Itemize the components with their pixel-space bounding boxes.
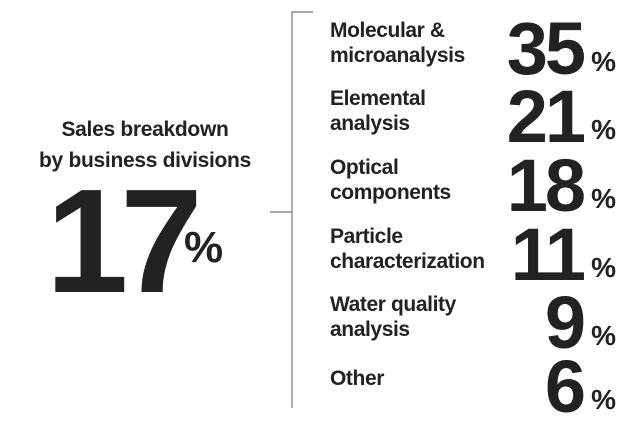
division-value: 6 (544, 345, 586, 428)
division-unit: % (591, 183, 616, 214)
division-row: Molecular & microanalysis 35% (330, 12, 619, 86)
label-line: analysis (330, 112, 410, 135)
summary-unit: % (184, 223, 224, 272)
bracket (270, 11, 313, 408)
label-line: Other (330, 367, 385, 390)
title-line: by business divisions (39, 149, 251, 172)
label-line: microanalysis (330, 44, 465, 67)
infographic: Sales breakdown by business divisions 17… (0, 11, 619, 424)
division-label: Molecular & microanalysis (330, 18, 465, 68)
division-unit: % (591, 114, 616, 145)
label-line: components (330, 181, 451, 204)
division-unit: % (591, 46, 616, 77)
division-label: Other (330, 366, 384, 391)
summary-title: Sales breakdown by business divisions (0, 114, 290, 176)
division-row: Optical components 18% (330, 149, 619, 223)
division-row: Other 6% (330, 350, 619, 424)
division-value: 18 (506, 144, 586, 227)
division-row: Particle characterization 11% (330, 218, 619, 292)
division-unit: % (591, 252, 616, 283)
label-line: Elemental (330, 87, 426, 110)
summary-value: 17 (46, 159, 203, 324)
label-line: Particle (330, 225, 403, 248)
label-line: analysis (330, 318, 410, 341)
division-label: Particle characterization (330, 224, 485, 274)
label-line: Water quality (330, 293, 456, 316)
title-line: Sales breakdown (61, 118, 229, 141)
division-value: 35 (506, 7, 586, 90)
label-line: Molecular & (330, 19, 445, 42)
division-label: Water quality analysis (330, 292, 456, 342)
label-line: Optical (330, 156, 399, 179)
division-value: 21 (506, 75, 586, 158)
division-row: Water quality analysis 9% (330, 286, 619, 360)
division-unit: % (591, 384, 616, 415)
label-line: characterization (330, 250, 485, 273)
division-row: Elemental analysis 21% (330, 80, 619, 154)
division-label: Elemental analysis (330, 86, 426, 136)
division-unit: % (591, 320, 616, 351)
division-value: 9 (544, 281, 586, 364)
division-label: Optical components (330, 155, 451, 205)
division-value: 11 (510, 213, 586, 296)
